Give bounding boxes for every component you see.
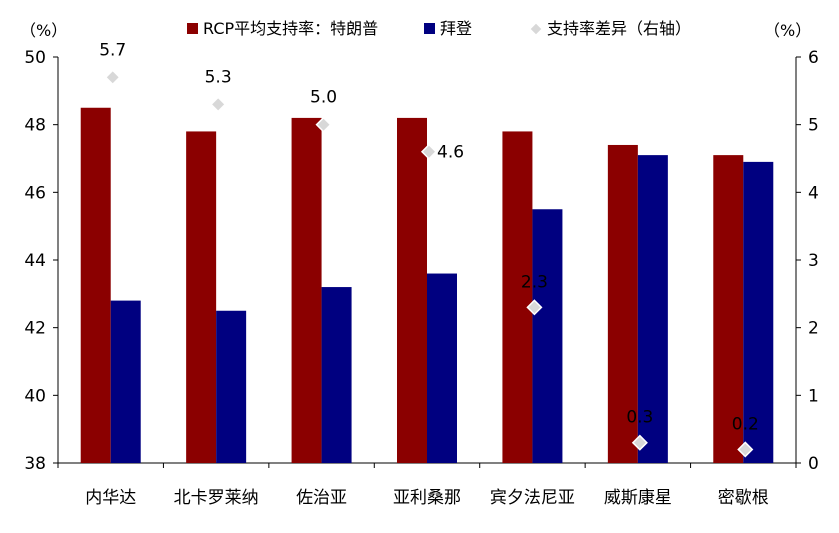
legend-swatch-diff bbox=[529, 22, 543, 36]
diff-data-label: 4.6 bbox=[437, 143, 464, 163]
diff-data-label: 5.7 bbox=[99, 40, 126, 60]
right-tick-label: 0 bbox=[808, 454, 819, 474]
diff-marker bbox=[737, 441, 754, 458]
diff-marker bbox=[420, 143, 438, 160]
diff-data-label: 2.3 bbox=[521, 272, 548, 292]
axes: 38 40 42 44 46 48 50 0 1 2 3 4 5 6 内华达 北卡罗莱纳 佐治亚 亚利桑那 宾夕法尼… bbox=[24, 48, 818, 508]
right-tick-label: 6 bbox=[808, 48, 819, 68]
legend-label-trump: RCP平均支持率：特朗普 bbox=[203, 19, 378, 38]
bar-trump bbox=[607, 144, 638, 463]
category-label: 密歇根 bbox=[718, 488, 769, 508]
left-tick-label: 50 bbox=[24, 48, 46, 68]
diff-marker bbox=[526, 299, 543, 316]
category-label: 威斯康星 bbox=[604, 488, 672, 508]
category-label: 亚利桑那 bbox=[393, 488, 461, 508]
diff-marker bbox=[631, 434, 648, 451]
right-axis-unit: （%） bbox=[764, 21, 811, 40]
bar-biden bbox=[216, 310, 247, 463]
diff-data-label: 5.0 bbox=[310, 88, 337, 108]
bar-biden bbox=[321, 287, 352, 463]
bar-trump bbox=[713, 155, 744, 463]
left-axis-unit: （%） bbox=[20, 21, 67, 40]
bar-biden bbox=[110, 300, 141, 463]
bar-biden bbox=[427, 273, 457, 463]
bar-trump bbox=[186, 131, 217, 463]
category-label: 佐治亚 bbox=[296, 488, 347, 508]
left-tick-label: 38 bbox=[24, 454, 46, 474]
right-tick-label: 4 bbox=[808, 183, 819, 203]
bar-biden bbox=[743, 161, 774, 463]
bar-biden bbox=[532, 209, 563, 463]
legend: RCP平均支持率：特朗普 拜登 支持率差异（右轴） bbox=[187, 19, 691, 38]
bar-trump bbox=[502, 131, 533, 463]
marks: 5.7 5.3 5.0 4.6 2.3 0.3 0.2 bbox=[80, 40, 774, 464]
legend-label-biden: 拜登 bbox=[440, 19, 472, 38]
diff-marker bbox=[210, 96, 227, 113]
right-tick-label: 2 bbox=[808, 319, 819, 339]
legend-label-diff: 支持率差异（右轴） bbox=[547, 19, 691, 38]
diff-marker bbox=[315, 116, 332, 133]
bar-biden bbox=[637, 155, 668, 463]
legend-swatch-biden bbox=[424, 23, 435, 34]
left-tick-label: 40 bbox=[24, 386, 46, 406]
left-tick-label: 44 bbox=[24, 251, 46, 271]
legend-swatch-trump bbox=[187, 23, 198, 34]
left-tick-label: 48 bbox=[24, 116, 46, 136]
bar-trump bbox=[397, 117, 427, 464]
right-tick-label: 3 bbox=[808, 251, 819, 271]
right-tick-label: 5 bbox=[808, 116, 819, 136]
category-label: 北卡罗莱纳 bbox=[174, 488, 259, 508]
category-label: 内华达 bbox=[85, 488, 136, 508]
category-label: 宾夕法尼亚 bbox=[490, 488, 575, 508]
diff-data-label: 0.3 bbox=[626, 408, 653, 428]
diff-marker bbox=[104, 69, 121, 86]
bar-trump bbox=[80, 107, 111, 463]
left-tick-label: 46 bbox=[24, 183, 46, 203]
diff-data-label: 0.2 bbox=[732, 414, 759, 434]
diff-data-label: 5.3 bbox=[205, 67, 232, 87]
right-tick-label: 1 bbox=[808, 386, 819, 406]
bar-trump bbox=[291, 117, 322, 464]
left-tick-label: 42 bbox=[24, 319, 46, 339]
